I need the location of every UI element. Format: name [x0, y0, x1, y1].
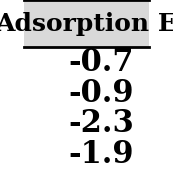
- Text: -2.3: -2.3: [68, 108, 134, 139]
- Bar: [24, 0, 149, 47]
- Text: -0.7: -0.7: [69, 47, 134, 78]
- Text: -0.9: -0.9: [69, 78, 134, 109]
- Text: -1.9: -1.9: [69, 139, 134, 170]
- Text: Adsorption E: Adsorption E: [0, 12, 173, 36]
